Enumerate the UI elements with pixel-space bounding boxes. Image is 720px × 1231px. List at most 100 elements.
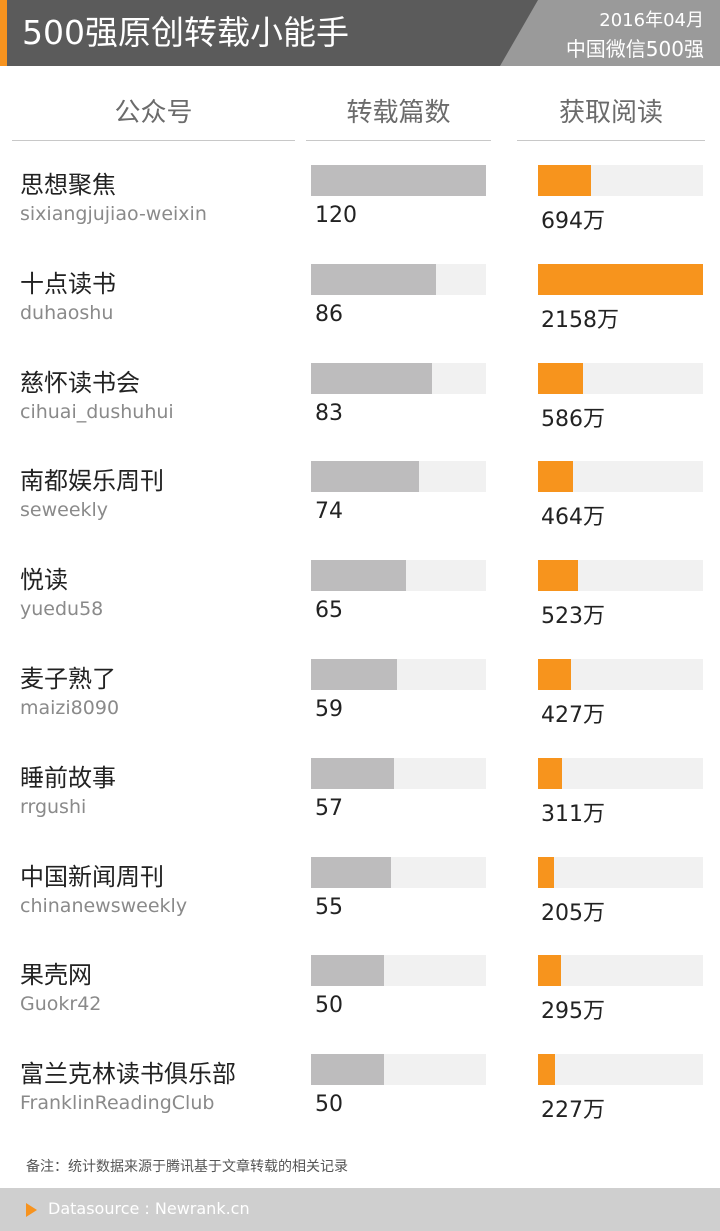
reads-bar: [538, 1054, 556, 1086]
reads-bar-track: [538, 263, 703, 295]
page-title: 500强原创转载小能手: [22, 13, 349, 52]
reads-bar-track: [538, 659, 703, 690]
repost-value: 86: [315, 301, 343, 327]
table-row: 果壳网 Guokr42 50 295万: [0, 955, 720, 1054]
footer-bar: Datasource : Newrank.cn: [0, 1188, 720, 1231]
reads-value: 586万: [541, 406, 605, 432]
table-row: 睡前故事 rrgushi 57 311万: [0, 757, 720, 857]
repost-bar: [311, 757, 395, 789]
account-handle: Guokr42: [20, 993, 102, 1016]
account-handle: sixiangjujiao-weixin: [20, 203, 207, 225]
account-name: 十点读书: [20, 269, 116, 298]
account-name: 南都娱乐周刊: [20, 467, 164, 496]
reads-bar-track: [538, 165, 703, 196]
table-row: 富兰克林读书俱乐部 FranklinReadingClub 50 227万: [0, 1054, 720, 1153]
header-badge: [500, 0, 720, 66]
repost-bar-track: [311, 560, 486, 592]
reads-bar: [538, 659, 571, 690]
footnote: 备注：统计数据来源于腾讯基于文章转载的相关记录: [26, 1159, 348, 1175]
repost-value: 83: [315, 400, 343, 426]
repost-bar: [311, 1054, 384, 1086]
table-row: 十点读书 duhaoshu 86 2158万: [0, 263, 720, 363]
table-row: 思想聚焦 sixiangjujiao-weixin 120 694万: [0, 165, 720, 264]
repost-value: 65: [315, 598, 343, 624]
account-handle: yuedu58: [20, 598, 104, 621]
play-arrow-icon: [26, 1203, 37, 1217]
column-divider-reposts: [306, 140, 491, 141]
reads-bar-track: [538, 757, 703, 789]
reads-value: 694万: [541, 209, 605, 234]
column-header-reposts: 转载篇数: [346, 98, 451, 128]
repost-value: 50: [315, 993, 343, 1019]
repost-bar-track: [311, 1054, 486, 1086]
account-handle: seweekly: [20, 499, 109, 522]
table-row: 南都娱乐周刊 seweekly 74 464万: [0, 461, 720, 560]
table-row: 麦子熟了 maizi8090 59 427万: [0, 659, 720, 758]
column-header-account: 公众号: [114, 98, 193, 128]
reads-value: 2158万: [541, 307, 619, 333]
header-date: 2016年04月: [599, 10, 704, 31]
account-name: 慈怀读书会: [20, 368, 140, 397]
account-name: 悦读: [20, 566, 68, 595]
repost-bar-track: [311, 757, 486, 789]
account-handle: duhaoshu: [20, 301, 114, 324]
repost-bar: [311, 955, 384, 987]
table-row: 中国新闻周刊 chinanewsweekly 55 205万: [0, 856, 720, 956]
repost-value: 74: [315, 499, 343, 525]
reads-bar-track: [538, 856, 703, 888]
reads-bar: [538, 560, 578, 592]
repost-bar: [311, 165, 486, 196]
repost-value: 59: [315, 697, 343, 722]
reads-bar: [538, 263, 703, 295]
repost-value: 120: [315, 203, 357, 228]
header-accent-bar: [0, 0, 7, 66]
reads-bar: [538, 757, 562, 789]
reads-value: 464万: [541, 505, 605, 531]
table-row: 慈怀读书会 cihuai_dushuhui 83 586万: [0, 362, 720, 462]
reads-bar: [538, 362, 583, 394]
repost-bar-track: [311, 955, 486, 987]
reads-value: 311万: [541, 801, 605, 827]
account-name: 富兰克林读书俱乐部: [20, 1060, 236, 1089]
reads-bar-track: [538, 955, 703, 987]
account-name: 中国新闻周刊: [20, 862, 164, 891]
header-subtitle: 中国微信500强: [565, 37, 704, 61]
table-row: 悦读 yuedu58 65 523万: [0, 560, 720, 659]
account-name: 睡前故事: [20, 763, 116, 792]
reads-value: 427万: [541, 703, 605, 728]
reads-value: 227万: [541, 1098, 605, 1124]
header-banner: 500强原创转载小能手 2016年04月 中国微信500强: [0, 0, 720, 66]
repost-value: 57: [315, 795, 343, 821]
repost-value: 55: [315, 894, 343, 920]
reads-bar: [538, 461, 574, 493]
account-handle: rrgushi: [20, 795, 87, 818]
account-handle: chinanewsweekly: [20, 894, 188, 917]
reads-bar: [538, 165, 592, 196]
account-handle: FranklinReadingClub: [20, 1092, 215, 1115]
reads-bar-track: [538, 362, 703, 394]
repost-bar-track: [311, 856, 486, 888]
reads-bar: [538, 856, 554, 888]
column-divider-reads: [517, 140, 705, 141]
repost-bar: [311, 659, 398, 690]
reads-value: 205万: [541, 900, 605, 926]
reads-bar: [538, 955, 561, 987]
repost-bar: [311, 560, 406, 592]
account-handle: maizi8090: [20, 697, 120, 719]
repost-bar-track: [311, 659, 486, 690]
column-divider-account: [12, 140, 295, 141]
reads-bar-track: [538, 1054, 703, 1086]
account-name: 果壳网: [20, 961, 92, 990]
repost-bar-track: [311, 362, 486, 394]
repost-bar: [311, 461, 419, 493]
repost-bar-track: [311, 165, 486, 196]
repost-bar-track: [311, 461, 486, 493]
account-name: 麦子熟了: [20, 665, 116, 693]
datasource-label: Datasource : Newrank.cn: [48, 1199, 250, 1218]
account-handle: cihuai_dushuhui: [20, 400, 174, 423]
account-name: 思想聚焦: [20, 171, 116, 199]
repost-value: 50: [315, 1092, 343, 1118]
repost-bar-track: [311, 263, 486, 295]
reads-value: 295万: [541, 999, 605, 1025]
column-header-reads: 获取阅读: [558, 98, 663, 128]
